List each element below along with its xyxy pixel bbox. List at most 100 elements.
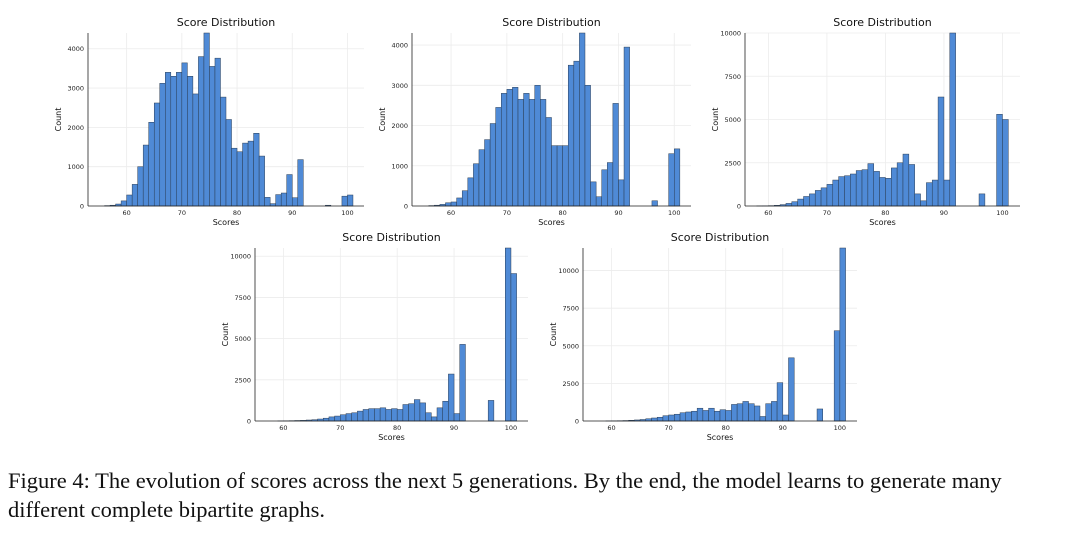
- chart-title: Score Distribution: [342, 231, 441, 244]
- bar: [120, 200, 127, 207]
- bar: [797, 198, 804, 207]
- bar: [920, 200, 927, 207]
- x-tick-label: 60: [607, 424, 615, 432]
- x-tick-label: 100: [341, 209, 353, 217]
- bar: [937, 96, 945, 207]
- bar: [562, 145, 569, 207]
- bar: [286, 174, 293, 207]
- y-tick-label: 4000: [391, 42, 408, 50]
- bar: [362, 409, 369, 422]
- x-tick-label: 60: [447, 209, 455, 217]
- bar: [908, 164, 915, 207]
- x-tick-label: 80: [881, 209, 889, 217]
- bar: [236, 151, 243, 207]
- x-tick-label: 70: [664, 424, 672, 432]
- bar: [379, 407, 387, 422]
- bar: [461, 190, 469, 207]
- bar: [258, 155, 265, 207]
- bar: [612, 103, 619, 207]
- y-tick-label: 0: [575, 418, 579, 426]
- x-tick-label: 90: [779, 424, 787, 432]
- bar: [662, 415, 669, 422]
- bar: [725, 410, 732, 422]
- bar: [505, 247, 512, 422]
- bar: [391, 408, 398, 422]
- bar: [436, 407, 443, 422]
- y-tick-label: 0: [404, 203, 408, 211]
- bar: [873, 171, 880, 207]
- bar: [142, 144, 149, 207]
- x-tick-label: 100: [996, 209, 1008, 217]
- bar: [512, 87, 519, 207]
- y-tick-label: 7500: [562, 305, 579, 313]
- bar: [137, 166, 144, 207]
- bar: [165, 72, 172, 207]
- bar: [891, 167, 898, 207]
- bar: [242, 142, 249, 207]
- bar: [540, 99, 547, 207]
- y-tick-label: 5000: [562, 342, 579, 350]
- bar: [385, 409, 392, 422]
- x-axis-label: Scores: [213, 218, 240, 227]
- x-tick-label: 80: [233, 209, 241, 217]
- bar: [214, 57, 221, 207]
- bar: [1002, 119, 1009, 207]
- x-axis-label: Scores: [378, 433, 405, 442]
- x-tick-label: 70: [336, 424, 344, 432]
- bar: [523, 93, 530, 207]
- y-tick-label: 4000: [67, 45, 84, 53]
- bar: [402, 404, 409, 422]
- y-axis-label: Count: [221, 323, 230, 347]
- y-tick-label: 2000: [391, 122, 408, 130]
- bar: [442, 400, 449, 422]
- bar: [203, 32, 210, 207]
- bar: [328, 416, 335, 422]
- bar: [198, 56, 205, 207]
- bar: [691, 410, 698, 422]
- bar: [495, 107, 502, 207]
- bar: [545, 117, 552, 207]
- bar: [844, 175, 851, 207]
- bar: [759, 416, 766, 422]
- bar: [685, 411, 692, 422]
- y-tick-label: 10000: [230, 253, 251, 261]
- bar: [506, 89, 513, 207]
- bar: [510, 273, 517, 422]
- bar: [931, 179, 939, 207]
- bar: [567, 64, 575, 207]
- bar: [949, 32, 956, 207]
- bar: [159, 83, 166, 207]
- x-tick-label: 70: [178, 209, 186, 217]
- x-tick-label: 60: [279, 424, 287, 432]
- x-tick-label: 90: [614, 209, 622, 217]
- x-tick-label: 80: [559, 209, 567, 217]
- bar: [573, 60, 580, 207]
- bar: [220, 96, 227, 207]
- bar: [996, 114, 1003, 207]
- y-tick-label: 7500: [724, 73, 741, 81]
- bar: [838, 176, 845, 207]
- y-axis-label: Count: [54, 108, 63, 132]
- bar: [181, 62, 188, 207]
- bar: [656, 416, 664, 422]
- x-axis-label: Scores: [869, 218, 896, 227]
- bar: [414, 399, 421, 422]
- caption: Figure 4: The evolution of scores across…: [8, 468, 1002, 522]
- bar: [501, 93, 508, 207]
- x-tick-label: 90: [288, 209, 296, 217]
- bar: [885, 178, 892, 207]
- bar: [714, 410, 721, 422]
- bar: [209, 66, 216, 207]
- bar: [347, 194, 354, 207]
- bar: [754, 405, 761, 422]
- bar: [926, 182, 933, 207]
- bar: [253, 133, 260, 207]
- x-tick-label: 70: [823, 209, 831, 217]
- bar: [148, 122, 155, 207]
- bar: [275, 194, 282, 207]
- y-tick-label: 0: [247, 418, 251, 426]
- bar: [445, 202, 452, 207]
- bar: [517, 99, 524, 207]
- bar: [534, 85, 541, 207]
